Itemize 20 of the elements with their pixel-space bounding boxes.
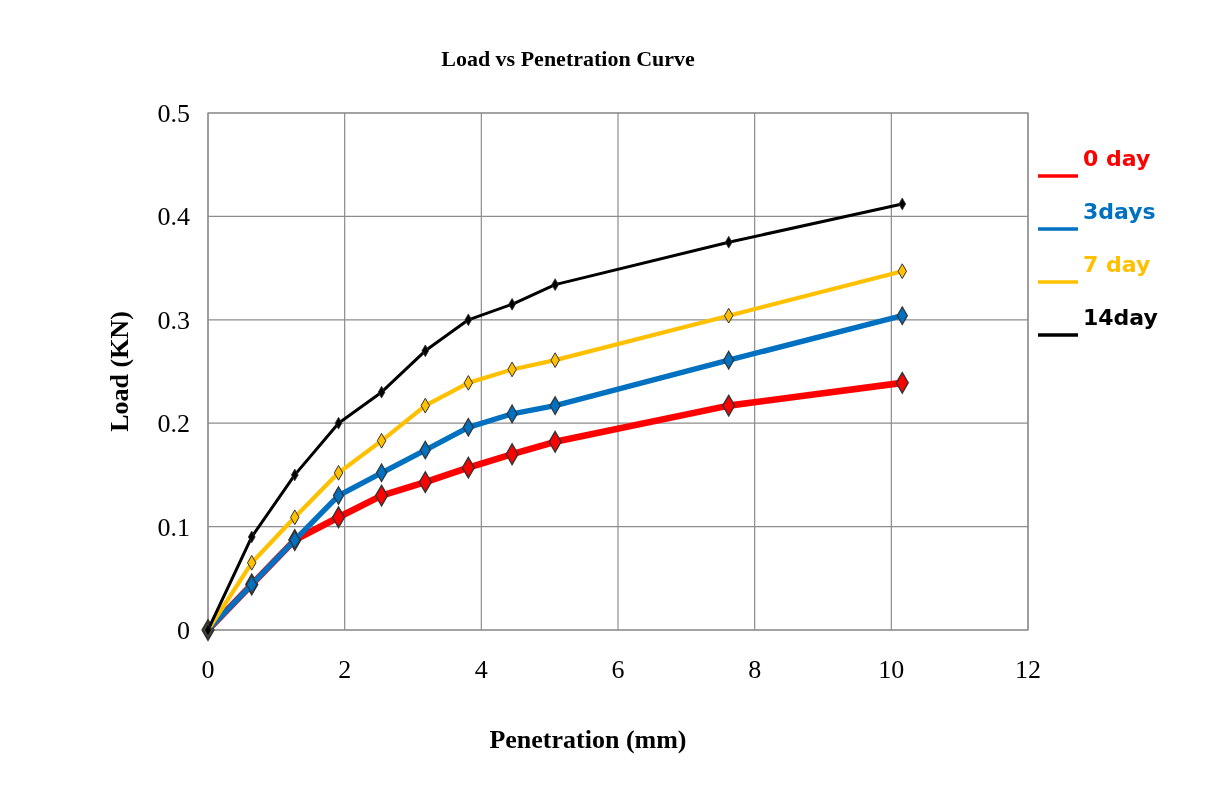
x-tick-label: 12 — [1015, 655, 1041, 684]
x-axis-title: Penetration (mm) — [489, 725, 687, 754]
x-tick-label: 8 — [748, 655, 762, 684]
x-tick-label: 2 — [338, 655, 352, 684]
text: 3days — [1083, 199, 1156, 224]
text: 14day — [1083, 305, 1158, 330]
y-tick-label: 0.4 — [157, 202, 190, 232]
chart-title: Load vs Penetration Curve — [441, 46, 696, 71]
y-tick-label: 0.5 — [157, 99, 190, 128]
text: 0 day — [1083, 146, 1151, 171]
y-tick-label: 0 — [177, 616, 190, 645]
y-tick-label: 0.1 — [157, 512, 190, 542]
y-tick-label: 0.3 — [157, 305, 190, 335]
y-axis-title: Load (KN) — [105, 311, 134, 432]
x-tick-label: 4 — [474, 655, 488, 684]
text: 7 day — [1083, 252, 1151, 277]
x-tick-label: 0 — [201, 655, 215, 684]
y-tick-label: 0.2 — [157, 409, 190, 439]
x-tick-label: 6 — [611, 655, 625, 684]
x-tick-label: 10 — [878, 655, 905, 684]
